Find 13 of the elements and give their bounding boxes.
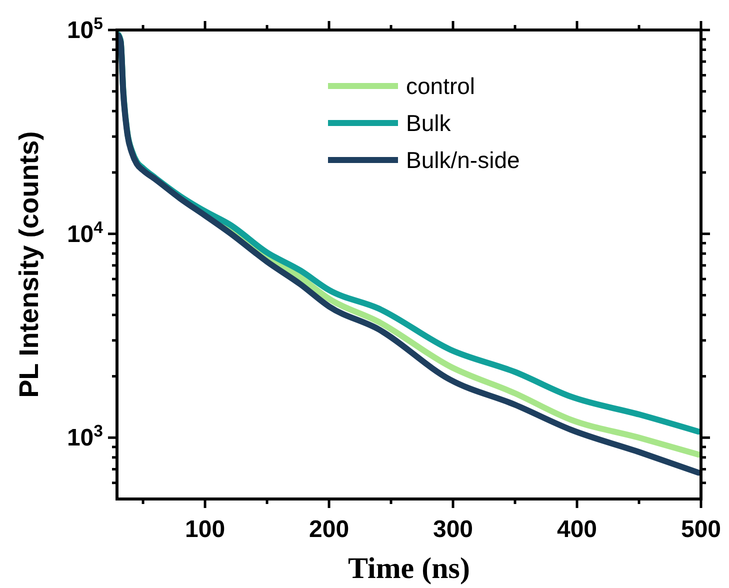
x-tick-label: 100 bbox=[185, 516, 226, 543]
x-tick-label: 500 bbox=[680, 516, 722, 543]
legend-label: Bulk/n-side bbox=[406, 147, 520, 173]
y-tick-label: 10$^{5}$ bbox=[66, 14, 103, 44]
y-tick-label: 10$^{4}$ bbox=[66, 217, 104, 248]
y-axis-title: PL Intensity (counts) bbox=[14, 131, 44, 398]
legend-label: Bulk bbox=[406, 110, 452, 136]
x-tick-label: 200 bbox=[309, 516, 350, 543]
x-axis-title: Time (ns) bbox=[348, 552, 470, 585]
x-tick-label: 300 bbox=[432, 516, 474, 543]
legend-label: control bbox=[406, 73, 476, 99]
y-tick-label: 10$^{3}$ bbox=[66, 421, 103, 452]
x-tick-label: 400 bbox=[556, 516, 598, 543]
